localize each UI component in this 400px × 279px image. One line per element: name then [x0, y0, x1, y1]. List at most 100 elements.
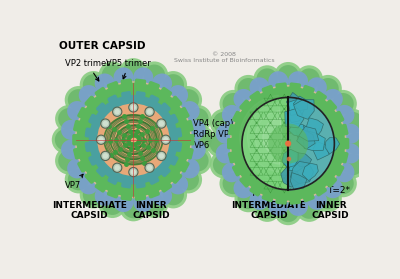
Circle shape [256, 68, 278, 90]
Circle shape [314, 75, 342, 103]
Circle shape [174, 86, 202, 114]
FancyBboxPatch shape [85, 96, 103, 114]
Circle shape [222, 173, 244, 194]
Circle shape [307, 77, 327, 97]
Polygon shape [303, 131, 325, 150]
Circle shape [220, 170, 247, 197]
Circle shape [339, 109, 366, 136]
Circle shape [288, 71, 308, 91]
Polygon shape [288, 99, 306, 115]
FancyBboxPatch shape [164, 96, 182, 114]
FancyBboxPatch shape [250, 92, 267, 110]
FancyBboxPatch shape [300, 184, 314, 202]
FancyBboxPatch shape [318, 100, 336, 117]
Circle shape [285, 141, 291, 147]
Circle shape [55, 105, 83, 133]
FancyBboxPatch shape [155, 88, 172, 106]
FancyBboxPatch shape [228, 124, 246, 138]
Circle shape [210, 133, 231, 154]
Circle shape [307, 190, 327, 210]
Circle shape [210, 109, 238, 136]
FancyBboxPatch shape [240, 100, 258, 117]
Polygon shape [302, 163, 318, 181]
Polygon shape [283, 150, 302, 171]
FancyBboxPatch shape [262, 86, 277, 104]
Circle shape [323, 178, 343, 198]
Text: INTERMEDIATE: INTERMEDIATE [232, 201, 306, 210]
FancyBboxPatch shape [300, 86, 314, 104]
Circle shape [317, 188, 339, 209]
FancyBboxPatch shape [240, 170, 258, 187]
FancyBboxPatch shape [163, 152, 178, 165]
FancyBboxPatch shape [145, 180, 159, 198]
Circle shape [317, 78, 339, 100]
Circle shape [180, 101, 200, 121]
FancyBboxPatch shape [325, 160, 344, 176]
Text: INNER: INNER [315, 201, 346, 210]
FancyBboxPatch shape [135, 174, 145, 188]
Circle shape [103, 153, 108, 158]
FancyBboxPatch shape [89, 152, 104, 165]
Text: RdRp VP1: RdRp VP1 [194, 130, 235, 139]
Circle shape [298, 68, 320, 90]
Circle shape [334, 105, 354, 125]
Circle shape [234, 89, 254, 109]
Circle shape [98, 190, 126, 218]
Circle shape [113, 107, 122, 116]
FancyBboxPatch shape [78, 108, 96, 123]
FancyBboxPatch shape [176, 121, 193, 134]
Circle shape [342, 154, 363, 175]
FancyBboxPatch shape [310, 92, 326, 110]
FancyBboxPatch shape [85, 128, 99, 138]
Circle shape [95, 186, 115, 206]
FancyBboxPatch shape [325, 111, 344, 127]
Circle shape [234, 178, 254, 198]
FancyBboxPatch shape [146, 95, 159, 110]
FancyBboxPatch shape [108, 169, 121, 184]
Circle shape [210, 151, 238, 178]
Text: VP2 trimer: VP2 trimer [65, 59, 110, 81]
FancyBboxPatch shape [95, 88, 112, 106]
Polygon shape [295, 153, 312, 168]
Circle shape [113, 163, 122, 172]
Circle shape [274, 62, 302, 90]
Text: OUTER CAPSID: OUTER CAPSID [59, 41, 145, 51]
Polygon shape [299, 126, 319, 141]
Text: VP3: VP3 [125, 186, 141, 198]
FancyBboxPatch shape [121, 79, 133, 96]
Circle shape [168, 174, 188, 194]
Circle shape [61, 120, 81, 140]
Text: CAPSID: CAPSID [132, 211, 170, 220]
FancyBboxPatch shape [74, 146, 91, 159]
Wedge shape [263, 118, 282, 157]
Circle shape [157, 119, 166, 128]
Wedge shape [255, 110, 282, 164]
Circle shape [332, 173, 354, 194]
FancyBboxPatch shape [78, 156, 96, 172]
Circle shape [114, 67, 134, 87]
Text: VP7: VP7 [65, 174, 83, 190]
Circle shape [114, 192, 134, 212]
Circle shape [120, 58, 147, 86]
Circle shape [61, 140, 81, 160]
Circle shape [52, 126, 80, 154]
Circle shape [295, 194, 323, 222]
Circle shape [288, 196, 308, 216]
Circle shape [140, 190, 168, 218]
Circle shape [187, 150, 209, 172]
Polygon shape [282, 149, 298, 168]
Polygon shape [290, 162, 314, 184]
Circle shape [345, 133, 367, 154]
FancyBboxPatch shape [330, 124, 348, 138]
Circle shape [334, 162, 354, 182]
Text: © 2008
Swiss Institute of Bioinformatics: © 2008 Swiss Institute of Bioinformatics [174, 52, 274, 63]
FancyBboxPatch shape [108, 180, 122, 198]
Circle shape [268, 196, 288, 216]
Circle shape [80, 71, 108, 99]
Circle shape [140, 61, 168, 89]
Circle shape [98, 137, 104, 143]
FancyBboxPatch shape [121, 183, 133, 200]
FancyBboxPatch shape [85, 141, 99, 151]
Text: INTERMEDIATE: INTERMEDIATE [52, 201, 127, 210]
Circle shape [89, 95, 178, 184]
